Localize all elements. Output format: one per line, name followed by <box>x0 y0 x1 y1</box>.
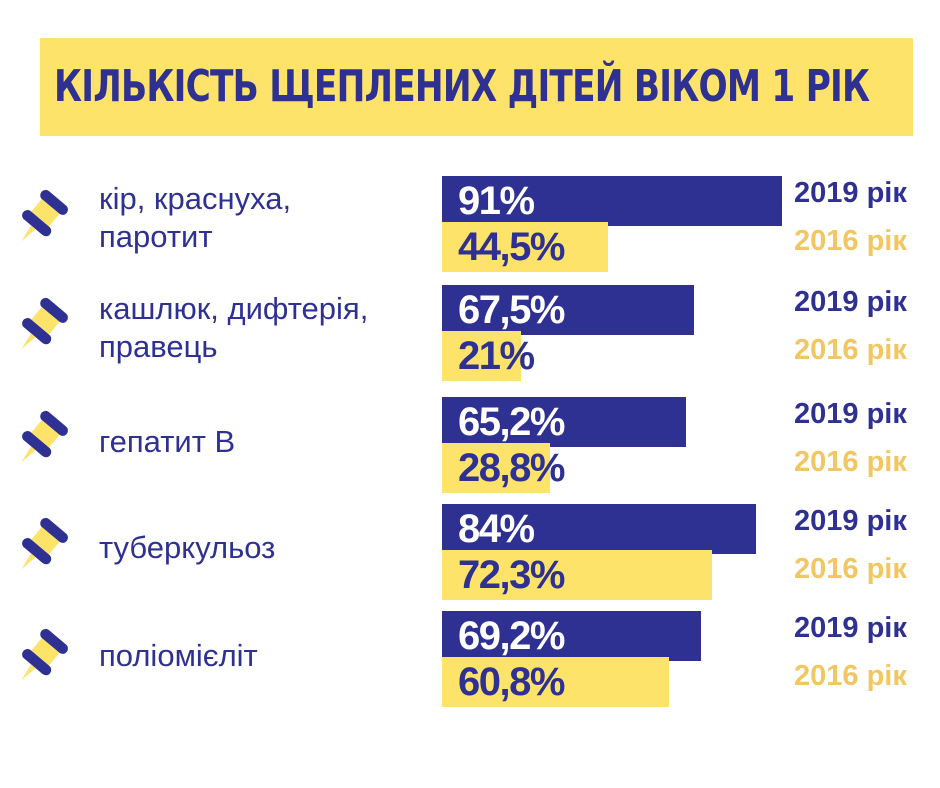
category-label-line: паротит <box>99 219 213 254</box>
category-label: гепатит В <box>99 423 429 461</box>
category-label-line: поліомієліт <box>99 638 258 673</box>
pushpin-icon <box>18 296 76 354</box>
legend-year-2019: 2019 рік <box>794 612 907 644</box>
pushpin-icon <box>18 627 76 685</box>
bar-2016 <box>442 657 669 707</box>
legend-year-2016: 2016 рік <box>794 553 907 585</box>
category-label-line: правець <box>99 329 218 364</box>
bar-2016 <box>442 443 550 493</box>
data-label-2019: 84% <box>458 507 535 551</box>
category-label-line: кашлюк, дифтерія, <box>99 291 369 326</box>
category-label: туберкульоз <box>99 529 429 567</box>
category-label: кашлюк, дифтерія, правець <box>99 290 429 366</box>
legend-year-2019: 2019 рік <box>794 505 907 537</box>
category-label: кір, краснуха, паротит <box>99 180 429 256</box>
data-label-2019: 65,2% <box>458 400 565 444</box>
legend-year-2016: 2016 рік <box>794 446 907 478</box>
category-label: поліомієліт <box>99 637 429 675</box>
category-label-line: гепатит В <box>99 424 236 459</box>
bar-2019 <box>442 176 782 226</box>
legend-year-2016: 2016 рік <box>794 334 907 366</box>
bar-2019 <box>442 397 686 447</box>
bar-2016 <box>442 222 608 272</box>
data-label-2016: 21% <box>458 334 535 378</box>
bar-2016 <box>442 550 712 600</box>
bar-2019 <box>442 285 694 335</box>
pushpin-icon <box>18 409 76 467</box>
data-label-2019: 67,5% <box>458 288 565 332</box>
category-label-line: туберкульоз <box>99 530 276 565</box>
title-banner: КІЛЬКІСТЬ ЩЕПЛЕНИХ ДІТЕЙ ВІКОМ 1 РІК <box>40 38 913 136</box>
pushpin-icon <box>18 516 76 574</box>
data-label-2016: 60,8% <box>458 660 565 704</box>
bar-2019 <box>442 611 701 661</box>
chart-title: КІЛЬКІСТЬ ЩЕПЛЕНИХ ДІТЕЙ ВІКОМ 1 РІК <box>54 61 870 112</box>
data-label-2016: 44,5% <box>458 225 565 269</box>
pushpin-icon <box>18 188 76 246</box>
category-label-line: кір, краснуха, <box>99 181 292 216</box>
data-label-2019: 91% <box>458 179 535 223</box>
legend-year-2016: 2016 рік <box>794 225 907 257</box>
data-label-2016: 28,8% <box>458 446 565 490</box>
data-label-2019: 69,2% <box>458 614 565 658</box>
legend-year-2019: 2019 рік <box>794 398 907 430</box>
legend-year-2016: 2016 рік <box>794 660 907 692</box>
bar-2019 <box>442 504 756 554</box>
bar-2016 <box>442 331 521 381</box>
legend-year-2019: 2019 рік <box>794 286 907 318</box>
legend-year-2019: 2019 рік <box>794 177 907 209</box>
data-label-2016: 72,3% <box>458 553 565 597</box>
